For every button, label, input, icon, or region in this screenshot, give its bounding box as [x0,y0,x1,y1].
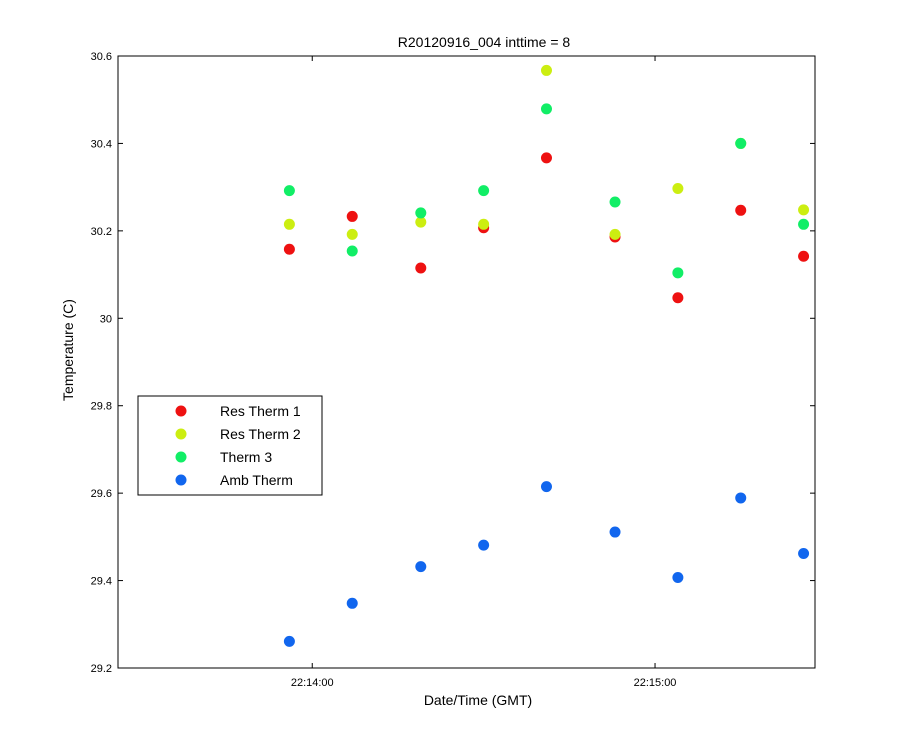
data-point [672,292,684,304]
data-point [609,526,621,538]
x-axis-label: Date/Time (GMT) [424,692,532,708]
data-point [346,245,358,257]
data-point [672,572,684,584]
legend-box [137,395,323,496]
y-tick-label: 30.6 [91,51,112,63]
data-point [672,267,684,279]
y-axis-label: Temperature (C) [60,299,76,401]
data-point [798,218,810,230]
plot-area [118,56,815,668]
y-tick-label: 30.2 [91,226,112,238]
legend-marker [175,474,187,486]
data-point [478,185,490,197]
legend-label: Res Therm 1 [220,403,301,419]
data-point [540,64,552,76]
data-point [540,103,552,115]
x-tick-label: 22:14:00 [291,677,334,689]
data-point [283,243,295,255]
data-points [283,64,810,647]
chart-title: R20120916_004 inttime = 8 [398,34,571,50]
legend-item: Res Therm 1 [175,403,301,419]
data-point [798,250,810,262]
data-point [415,262,427,274]
series-amb-therm [283,481,810,647]
data-point [735,204,747,216]
legend-marker [175,451,187,463]
data-point [283,635,295,647]
y-tick-label: 30 [100,313,112,325]
data-point [609,196,621,208]
data-point [478,539,490,551]
data-point [540,481,552,493]
data-point [283,185,295,197]
legend-item: Res Therm 2 [175,426,301,442]
legend-item: Therm 3 [175,449,272,465]
data-point [798,547,810,559]
data-point [735,137,747,149]
legend-label: Amb Therm [220,472,293,488]
plot-frame [117,55,816,669]
legend-marker [175,405,187,417]
axis-ticks: 29.2 29.4 29.6 29.8 30 30.2 30.4 30.6 22:14:00 22… [91,51,815,689]
y-tick-label: 30.4 [91,138,112,150]
data-point [346,210,358,222]
data-point [672,182,684,194]
y-tick-label: 29.2 [91,663,112,675]
legend-item: Amb Therm [175,472,293,488]
x-tick-label: 22:15:00 [634,677,677,689]
data-point [346,597,358,609]
data-point [415,561,427,573]
data-point [798,204,810,216]
legend-label: Therm 3 [220,449,272,465]
data-point [735,492,747,504]
y-tick-label: 29.8 [91,401,112,413]
data-point [346,228,358,240]
y-tick-label: 29.4 [91,576,112,588]
legend: Res Therm 1 Res Therm 2 Therm 3 Amb Therm [137,395,323,496]
data-point [609,228,621,240]
legend-marker [175,428,187,440]
data-point [415,207,427,219]
data-point [415,216,427,228]
series-therm-3 [283,103,810,279]
data-point [540,152,552,164]
data-point [478,218,490,230]
legend-label: Res Therm 2 [220,426,301,442]
y-tick-label: 29.6 [91,488,112,500]
data-point [283,218,295,230]
